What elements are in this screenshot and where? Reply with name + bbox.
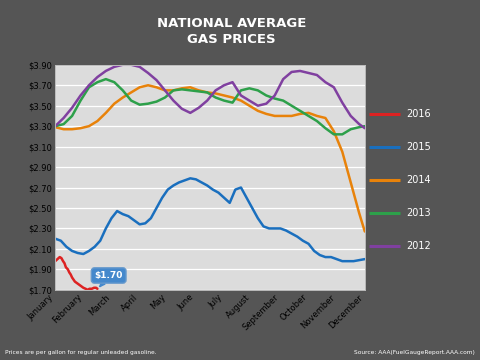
Text: Source: AAA(FuelGaugeReport.AAA.com): Source: AAA(FuelGaugeReport.AAA.com) (354, 350, 475, 355)
Text: 2014: 2014 (406, 175, 431, 185)
Text: 2016: 2016 (406, 109, 431, 119)
Text: 2013: 2013 (406, 208, 431, 218)
Text: Prices are per gallon for regular unleaded gasoline.: Prices are per gallon for regular unlead… (5, 350, 156, 355)
Text: $1.70: $1.70 (95, 271, 123, 286)
Text: NATIONAL AVERAGE
GAS PRICES: NATIONAL AVERAGE GAS PRICES (157, 17, 306, 46)
Text: 2012: 2012 (406, 241, 431, 251)
Text: 2015: 2015 (406, 142, 431, 152)
